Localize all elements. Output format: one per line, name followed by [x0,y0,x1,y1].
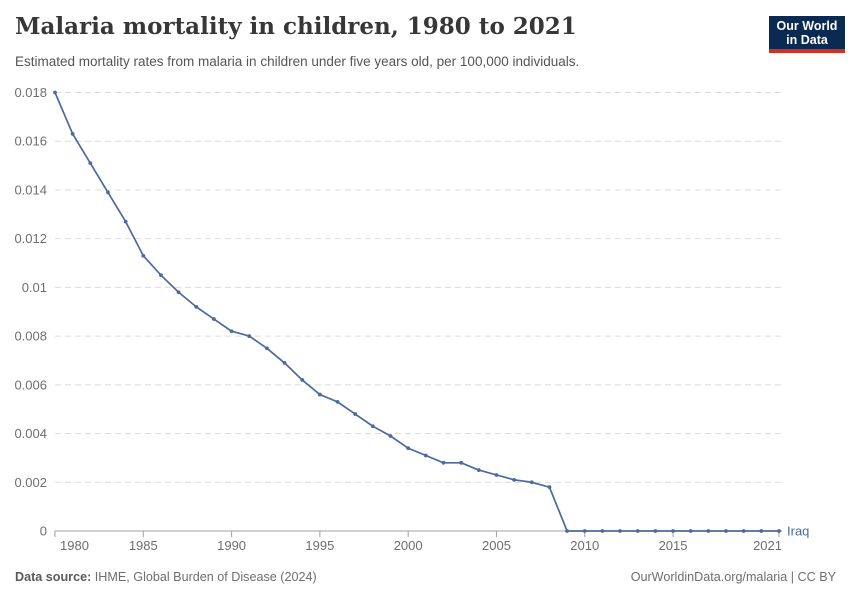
data-point [141,253,146,258]
data-point [159,273,163,278]
data-point [265,346,269,351]
y-tick-label: 0.008 [14,329,47,344]
data-point [671,529,675,533]
data-point [194,304,199,309]
data-point [741,529,746,533]
data-point [88,161,93,166]
x-tick-label: 1995 [305,538,334,553]
y-tick-label: 0.014 [14,182,47,197]
data-point [370,424,375,429]
x-tick-label: 1980 [60,538,89,553]
logo-line2: in Data [786,33,828,47]
owid-logo: Our World in Data [769,16,845,53]
page-title: Malaria mortality in children, 1980 to 2… [15,13,577,40]
data-point [688,529,693,533]
data-point [582,529,587,533]
data-point [441,460,446,465]
x-tick-label: 2005 [482,538,511,553]
data-point [388,434,393,438]
data-point [282,361,287,365]
y-tick-label: 0.016 [14,134,47,149]
data-point [106,190,110,195]
x-tick-label: 1990 [217,538,246,553]
logo-line1: Our World [776,19,838,33]
data-line [54,92,779,532]
x-tick-label: 2000 [394,538,423,553]
data-point [759,529,764,533]
y-tick-label: 0.002 [14,475,47,490]
data-point [70,132,75,136]
line-chart: 0 0.002 0.004 0.006 0.008 0.01 0.012 0.014 0.016… [14,85,809,553]
data-point [423,453,428,458]
x-tick-label: 2021 [753,538,782,553]
data-point [212,317,216,321]
data-point [317,392,322,397]
y-tick-label: 0.006 [14,377,47,392]
y-tick-label: 0 [40,524,47,539]
entity-label-iraq[interactable]: Iraq [787,524,809,539]
data-point [653,529,658,533]
data-point [565,529,569,533]
chart-subtitle: Estimated mortality rates from malaria i… [15,54,580,69]
data-point [335,399,340,404]
data-source-value: IHME, Global Burden of Disease (2024) [91,570,317,584]
data-point [406,446,411,451]
x-tick-label: 2010 [570,538,599,553]
data-point [600,529,605,533]
data-point [547,485,552,490]
x-tick-label: 2015 [659,538,688,553]
y-tick-label: 0.012 [14,231,47,246]
y-tick-label: 0.018 [14,85,47,100]
data-point [706,529,711,533]
data-point [635,529,640,533]
data-source: Data source: IHME, Global Burden of Dise… [15,569,317,585]
data-point [476,468,481,472]
data-point [53,90,57,95]
data-point [494,473,499,477]
data-point [353,412,358,416]
owid-license-link[interactable]: OurWorldinData.org/malaria | CC BY [630,570,836,584]
data-source-label: Data source: [15,570,92,584]
data-point [300,378,305,382]
y-tick-label: 0.004 [14,426,47,441]
data-point [176,290,181,295]
chart-footer: Data source: IHME, Global Burden of Dise… [15,569,836,585]
x-tick-label: 1985 [129,538,158,553]
data-point [459,460,464,465]
data-point [229,329,234,334]
data-point [529,480,534,485]
y-tick-label: 0.01 [22,280,47,295]
data-point [512,477,517,482]
data-point [247,334,252,339]
logo-red-bar [769,49,845,53]
data-point [777,529,781,533]
data-point [618,529,622,533]
data-point [123,219,128,224]
data-point [724,529,728,533]
